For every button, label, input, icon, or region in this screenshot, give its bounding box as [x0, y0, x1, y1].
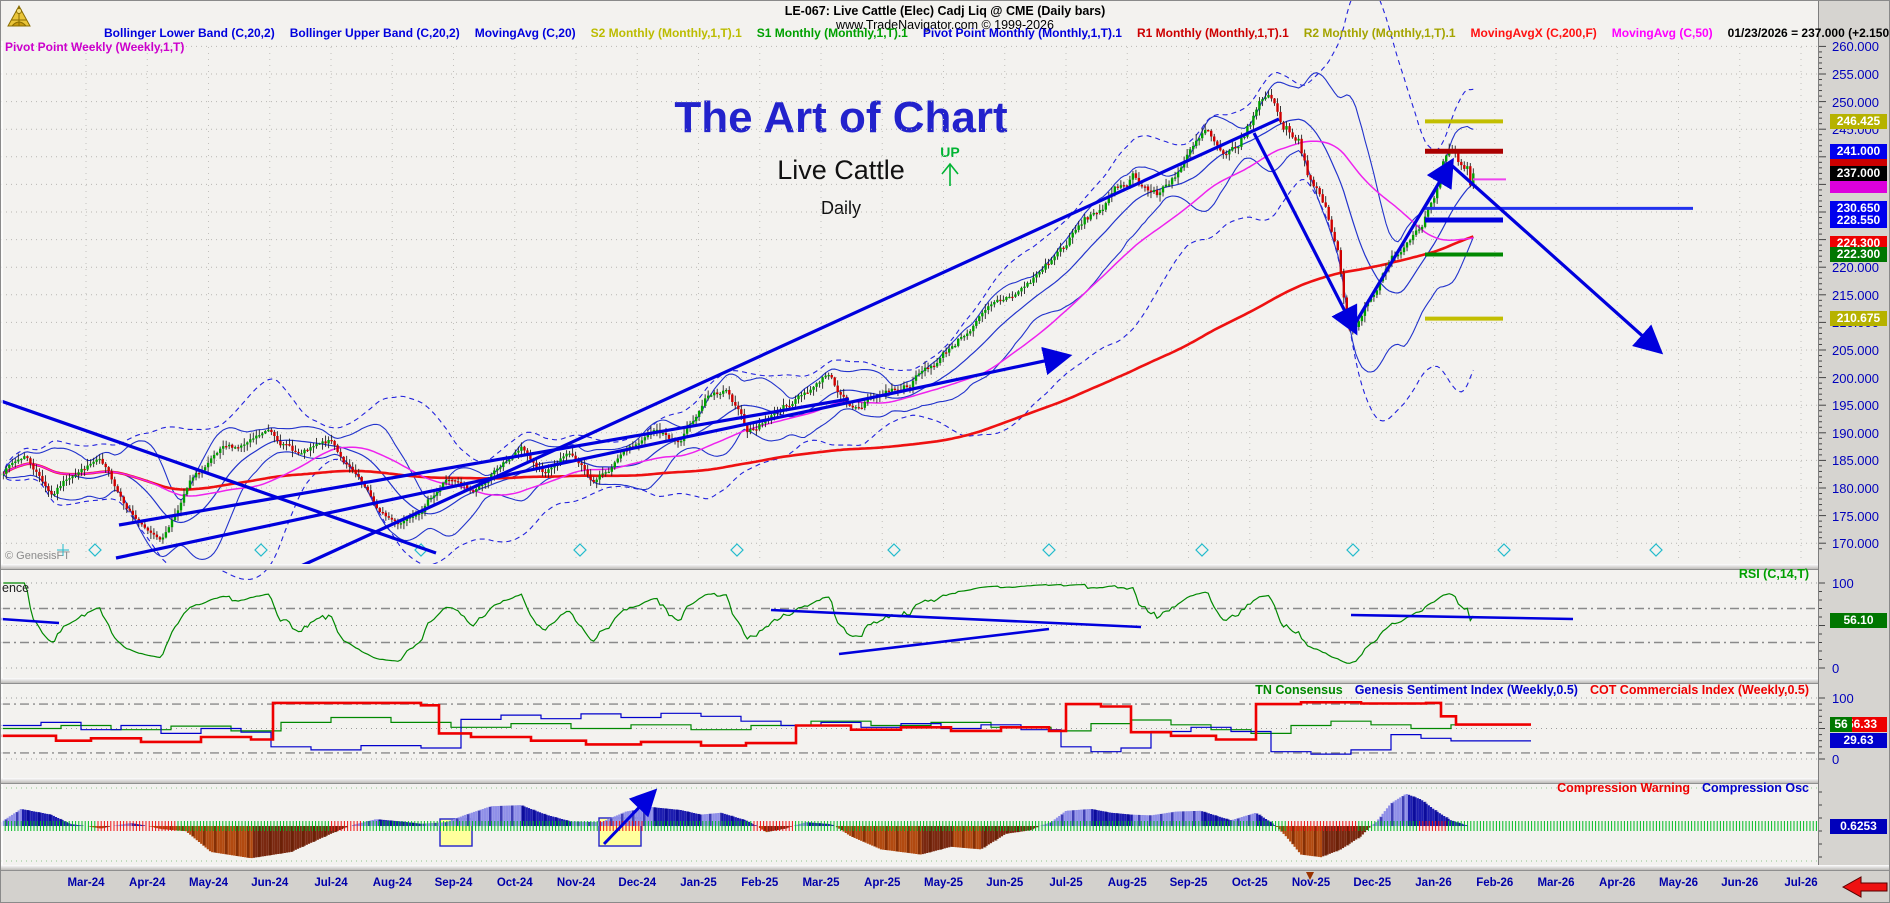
- axis-value-badge: [1830, 177, 1887, 193]
- chart-subtitle: www.TradeNavigator.com © 1999-2026: [836, 18, 1054, 32]
- genesis-logo-icon[interactable]: [4, 2, 34, 32]
- rsi-panel-label[interactable]: RSI (C,14,T): [1738, 567, 1809, 581]
- axis-value-badge: 56: [1830, 717, 1852, 733]
- indicator-label[interactable]: Compression Warning: [1557, 781, 1691, 795]
- date-tick-label: Mar-25: [802, 877, 840, 889]
- axis-value-badge: 228.550: [1830, 212, 1887, 228]
- legend-item[interactable]: 01/23/2026 = 237.000 (+2.150): [1727, 26, 1890, 40]
- watermark-symbol: Live Cattle: [777, 155, 905, 185]
- legend-item[interactable]: MovingAvgX (C,200,F): [1470, 26, 1597, 40]
- panel-tick-label: 100: [1832, 691, 1854, 706]
- date-tick-label: Sep-24: [434, 877, 473, 889]
- price-tick-label: 170.000: [1832, 536, 1879, 552]
- legend-item[interactable]: R2 Monthly (Monthly,1,T).1: [1303, 26, 1456, 40]
- legend-item[interactable]: S2 Monthly (Monthly,1,T).1: [590, 26, 742, 40]
- legend-item[interactable]: Pivot Point Monthly (Monthly,1,T).1: [922, 26, 1122, 40]
- up-label: UP: [940, 144, 960, 160]
- panel-divider[interactable]: [1, 778, 1818, 784]
- legend-item[interactable]: Bollinger Lower Band (C,20,2): [104, 26, 275, 40]
- date-tick-label: Jun-26: [1721, 877, 1759, 889]
- legend-item[interactable]: S1 Monthly (Monthly,1,T).1: [756, 26, 908, 40]
- axis-value-badge: 29.63: [1830, 733, 1887, 749]
- tn-panel-labels: TN Consensus Genesis Sentiment Index (Wee…: [1243, 683, 1809, 697]
- date-tick-label: Mar-24: [67, 877, 105, 889]
- date-tick-label: May-25: [924, 877, 963, 889]
- date-tick-label: Apr-25: [864, 877, 901, 889]
- date-tick-label: Mar-26: [1537, 877, 1575, 889]
- date-tick-label: Jun-24: [251, 877, 289, 889]
- up-arrow-icon: [941, 162, 959, 186]
- legend-row-2: Pivot Point Weekly (Weekly,1,T): [5, 40, 199, 54]
- axis-value-badge: 56.10: [1830, 612, 1887, 628]
- axis-value-badge: 222.300: [1830, 247, 1887, 262]
- scroll-left-arrow[interactable]: [1841, 875, 1889, 899]
- date-tick-label: May-24: [189, 877, 228, 889]
- date-axis-strip: [1, 869, 1889, 902]
- panel-tick-label: 0: [1832, 661, 1840, 676]
- panel-tick-label: 100: [1832, 576, 1854, 591]
- indicator-label[interactable]: TN Consensus: [1255, 683, 1343, 697]
- date-tick-label: Jan-25: [680, 877, 717, 889]
- axis-value-badge: 210.675: [1830, 311, 1887, 327]
- watermark-timeframe: Daily: [820, 198, 861, 218]
- date-tick-label: Jan-26: [1415, 877, 1452, 889]
- watermark-block: The Art of Chart Live Cattle Daily: [561, 93, 1121, 219]
- date-tick-label: Dec-24: [618, 877, 657, 889]
- legend-item[interactable]: R1 Monthly (Monthly,1,T).1: [1136, 26, 1289, 40]
- date-tick-label: Nov-24: [556, 877, 596, 889]
- date-tick-label: Nov-25: [1291, 877, 1331, 889]
- legend-item[interactable]: Pivot Point Weekly (Weekly,1,T): [5, 40, 185, 54]
- price-tick-label: 255.000: [1832, 67, 1879, 82]
- price-tick-label: 175.000: [1832, 508, 1879, 524]
- date-tick-label: Jul-25: [1049, 877, 1083, 889]
- date-tick-label: May-26: [1659, 877, 1698, 889]
- chart-title: LE-067: Live Cattle (Elec) Cadj Liq @ CM…: [784, 4, 1106, 18]
- date-tick-label: Apr-26: [1599, 877, 1636, 889]
- axis-value-badge: 246.425: [1830, 113, 1887, 129]
- indicator-label[interactable]: COT Commercials Index (Weekly,0.5): [1589, 683, 1809, 697]
- panel-divider[interactable]: [1, 865, 1889, 871]
- date-tick-label: Aug-25: [1107, 877, 1147, 889]
- trend-signal-up: UP: [939, 144, 961, 186]
- panel-divider[interactable]: [1, 678, 1818, 684]
- price-tick-label: 215.000: [1832, 287, 1879, 303]
- axis-value-badge: 0.6253: [1830, 818, 1887, 834]
- price-tick-label: 260.000: [1832, 39, 1879, 55]
- date-tick-label: Jul-26: [1784, 877, 1818, 889]
- date-tick-label: Dec-25: [1353, 877, 1392, 889]
- indicator-label[interactable]: Genesis Sentiment Index (Weekly,0.5): [1354, 683, 1578, 697]
- price-tick-label: 190.000: [1832, 425, 1879, 441]
- genesis-copyright: © GenesisFT: [5, 550, 70, 562]
- date-tick-label: Sep-25: [1169, 877, 1208, 889]
- price-tick-label: 205.000: [1832, 343, 1879, 358]
- price-tick-label: 250.000: [1832, 94, 1879, 110]
- compression-panel-labels: Compression Warning Compression Osc: [1545, 781, 1809, 795]
- legend-item[interactable]: MovingAvg (C,20): [474, 26, 576, 40]
- panel-divider[interactable]: [1, 564, 1818, 570]
- date-tick-label: Jun-25: [986, 877, 1024, 889]
- date-tick-label: Apr-24: [129, 877, 166, 889]
- price-tick-label: 200.000: [1832, 370, 1879, 386]
- axis-value-badge: 241.000: [1830, 143, 1887, 159]
- date-tick-label: Feb-25: [741, 877, 779, 889]
- clipped-indicator-label: ence: [2, 581, 30, 595]
- date-tick-label: Jul-24: [314, 877, 348, 889]
- price-tick-label: 185.000: [1832, 453, 1879, 469]
- legend-item[interactable]: Bollinger Upper Band (C,20,2): [289, 26, 460, 40]
- legend-item[interactable]: MovingAvg (C,50): [1611, 26, 1713, 40]
- indicator-label[interactable]: Compression Osc: [1702, 781, 1809, 795]
- panel-tick-label: 0: [1832, 752, 1840, 767]
- date-tick-label: Aug-24: [372, 877, 412, 889]
- date-tick-label: Oct-24: [496, 877, 533, 889]
- axis-value-badge: 230.650: [1830, 200, 1887, 216]
- price-tick-label: 220.000: [1832, 260, 1879, 276]
- date-tick-label: Feb-26: [1476, 877, 1514, 889]
- price-tick-label: 195.000: [1832, 398, 1879, 414]
- date-tick-label: Oct-25: [1231, 877, 1268, 889]
- axis-value-badge: 237.000: [1830, 165, 1887, 181]
- price-tick-label: 180.000: [1832, 481, 1879, 496]
- legend-row-1: Bollinger Lower Band (C,20,2) Bollinger U…: [104, 26, 1890, 40]
